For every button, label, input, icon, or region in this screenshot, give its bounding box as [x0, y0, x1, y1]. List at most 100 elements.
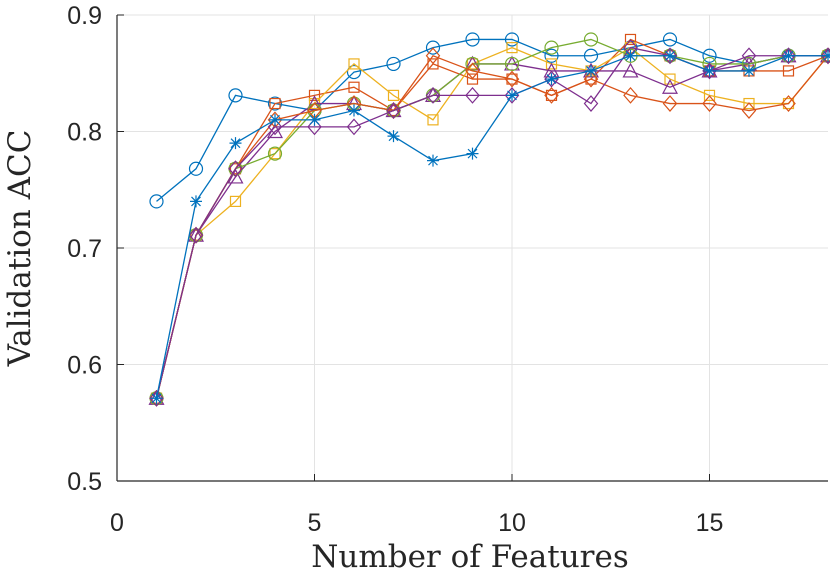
x-tick-label: 10: [498, 509, 526, 537]
marker-triangle: [306, 95, 323, 111]
series-5: [149, 32, 830, 406]
x-tick-label: 0: [110, 509, 124, 537]
series-8: [150, 49, 830, 405]
marker-asterisk: [427, 154, 439, 167]
marker-asterisk: [466, 147, 479, 160]
marker-diamond: [623, 86, 638, 104]
marker-square: [506, 73, 518, 85]
marker-square: [782, 65, 795, 77]
series-3: [150, 42, 830, 404]
y-tick-label: 0.8: [67, 119, 102, 147]
marker-circle: [583, 48, 599, 63]
marker-diamond: [346, 118, 362, 136]
marker-circle: [386, 56, 401, 72]
axes: [116, 14, 828, 482]
marker-circle: [267, 96, 283, 111]
marker-square: [782, 97, 795, 110]
marker-square: [427, 58, 439, 70]
marker-diamond: [702, 62, 717, 80]
marker-diamond: [741, 47, 757, 65]
marker-triangle: [227, 168, 244, 184]
marker-diamond: [544, 86, 559, 104]
x-axis-label: Number of Features: [311, 539, 628, 574]
marker-square: [664, 73, 676, 85]
marker-square: [269, 97, 281, 110]
marker-square: [190, 229, 202, 241]
marker-circle: [504, 56, 520, 72]
marker-asterisk: [703, 64, 716, 77]
marker-circle: [702, 48, 717, 63]
series-line: [155, 46, 829, 399]
marker-diamond: [504, 70, 520, 88]
marker-diamond: [662, 95, 678, 112]
marker-diamond: [228, 160, 243, 178]
marker-asterisk: [348, 104, 360, 117]
series-6: [149, 47, 830, 407]
series-line: [155, 55, 828, 399]
marker-circle: [544, 48, 559, 63]
marker-square: [229, 195, 242, 207]
marker-asterisk: [624, 49, 637, 62]
marker-diamond: [465, 86, 480, 104]
series-line: [155, 38, 829, 399]
marker-circle: [228, 88, 243, 103]
x-tick-label: 5: [308, 509, 322, 537]
marker-diamond: [820, 47, 830, 65]
marker-square: [545, 58, 558, 70]
marker-diamond: [504, 86, 520, 104]
marker-diamond: [386, 102, 401, 119]
marker-asterisk: [743, 64, 755, 77]
y-tick-label: 0.6: [67, 352, 102, 380]
marker-diamond: [781, 47, 796, 65]
series-line: [155, 54, 829, 399]
marker-circle: [465, 32, 480, 47]
marker-square: [348, 58, 360, 70]
marker-circle: [425, 40, 441, 55]
marker-diamond: [149, 389, 164, 407]
series-layer: [148, 32, 830, 407]
marker-asterisk: [308, 113, 321, 126]
marker-square: [703, 89, 716, 101]
y-tick-label: 0.7: [67, 235, 102, 263]
marker-triangle: [622, 62, 639, 78]
marker-diamond: [583, 70, 599, 88]
series-line: [155, 38, 828, 399]
marker-asterisk: [822, 49, 830, 62]
marker-square: [624, 33, 637, 46]
marker-circle: [583, 32, 599, 47]
marker-square: [427, 114, 439, 126]
marker-asterisk: [387, 130, 400, 143]
marker-square: [269, 148, 281, 160]
marker-diamond: [702, 95, 717, 112]
marker-square: [348, 81, 360, 93]
marker-square: [387, 104, 400, 117]
x-tick-label: 15: [696, 509, 724, 537]
marker-circle: [267, 146, 283, 161]
marker-circle: [149, 194, 164, 209]
marker-diamond: [188, 226, 204, 244]
marker-square: [545, 89, 558, 101]
marker-circle: [188, 161, 204, 176]
marker-circle: [662, 32, 678, 47]
y-tick-label: 0.9: [67, 2, 102, 30]
marker-square: [506, 42, 518, 54]
marker-asterisk: [782, 49, 795, 62]
marker-asterisk: [229, 137, 242, 150]
grid-lines: [117, 14, 828, 481]
marker-diamond: [662, 47, 678, 65]
y-axis-label: Validation ACC: [2, 130, 38, 368]
marker-asterisk: [545, 73, 558, 86]
marker-diamond: [583, 95, 599, 112]
marker-diamond: [741, 102, 757, 119]
marker-asterisk: [506, 89, 518, 102]
marker-asterisk: [664, 49, 676, 62]
marker-diamond: [781, 95, 796, 112]
marker-square: [466, 73, 479, 85]
series-4: [148, 47, 830, 405]
marker-square: [743, 97, 755, 110]
marker-square: [229, 163, 242, 175]
marker-circle: [544, 40, 559, 55]
marker-square: [308, 89, 321, 101]
series-line: [155, 46, 828, 399]
